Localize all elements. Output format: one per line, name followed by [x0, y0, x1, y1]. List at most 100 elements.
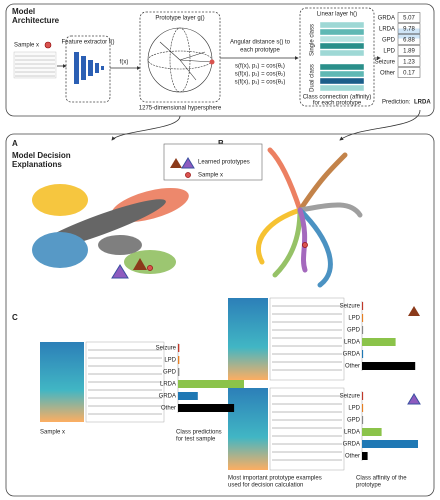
score: 6.88 [403, 38, 415, 44]
table-cell [397, 56, 421, 67]
class-name: Other [380, 71, 395, 77]
class-label: Other [161, 406, 176, 412]
table-cell [397, 34, 421, 45]
arrow [111, 115, 181, 141]
hypersphere-label: 1275-dimensional hypersphere [139, 106, 222, 112]
class-name: LRDA [379, 27, 395, 33]
feature-label: Feature extractor f() [61, 40, 114, 46]
sample-point [209, 59, 215, 65]
class-label: GRDA [343, 442, 360, 448]
table-cell [397, 45, 421, 56]
caption: Most important prototype examples [228, 476, 322, 482]
bar [362, 314, 364, 322]
weight-grid [319, 21, 365, 92]
bar [362, 440, 418, 448]
fx-label: f(x) [120, 60, 129, 66]
class-label: LRDA [344, 430, 360, 436]
hypersphere [147, 27, 213, 93]
angular-label: each prototype [240, 48, 280, 54]
bar [362, 338, 396, 346]
sample-spectrogram [40, 341, 165, 423]
bar [362, 428, 382, 436]
class-label: Seizure [340, 304, 361, 310]
sample-eeg [13, 51, 57, 79]
affinity-charts: Seizure LPD GPD LRDA GRDA Other Seizure LPD GPD L… [156, 301, 418, 461]
embedding-a [32, 184, 189, 274]
class-label: GPD [347, 328, 361, 334]
bar [178, 356, 180, 364]
equation: s(f(x), p₂) = cos(θ₂) [235, 72, 286, 78]
prototype-marker [407, 393, 421, 405]
class-label: LRDA [160, 382, 176, 388]
bar [362, 416, 364, 424]
bar [178, 404, 235, 412]
legend-triangle [170, 158, 182, 168]
equation: s(f(x), p₁) = cos(θ₁) [235, 64, 285, 70]
caption: Class affinity of the [356, 476, 407, 482]
affinity-label: Class connection (affinity) [303, 95, 372, 101]
class-label: GPD [347, 418, 361, 424]
cnn-icon [74, 52, 104, 84]
class-label: LPD [348, 406, 360, 412]
caption: prototype [356, 483, 382, 489]
class-name: GPD [382, 38, 396, 44]
caption: Class predictions [176, 430, 222, 436]
class-label: GPD [163, 370, 177, 376]
bar [178, 368, 180, 376]
table-cell [397, 67, 421, 78]
class-label: Seizure [340, 394, 361, 400]
prototype-marker [133, 258, 147, 270]
class-label: GRDA [159, 394, 176, 400]
bar [362, 392, 364, 400]
class-label: Other [345, 364, 360, 370]
class-name: GRDA [378, 16, 395, 22]
dual-class: Dual class [310, 64, 316, 92]
score: 1.23 [403, 60, 415, 66]
legend-triangle [181, 157, 195, 169]
single-class: Single class [310, 24, 316, 56]
class-name: Seizure [375, 60, 396, 66]
table-cell [397, 12, 421, 23]
sample-marker [302, 242, 308, 248]
prototype-marker [408, 306, 420, 316]
arrow [339, 109, 421, 141]
score: 5.07 [403, 16, 415, 22]
affinity-label: for each prototype [313, 101, 362, 107]
bar [362, 302, 364, 310]
sample-label: Sample x [14, 43, 39, 49]
class-label: Other [345, 454, 360, 460]
legend-box [163, 143, 263, 181]
class-label: LPD [164, 358, 176, 364]
bar [362, 326, 364, 334]
title: Model Decision [12, 151, 71, 160]
panel-label: B [218, 139, 224, 148]
prototype-examples [228, 297, 345, 471]
title: Model [12, 7, 35, 16]
equation: s(f(x), p₃) = cos(θ₃) [235, 80, 286, 86]
explanation-panel [5, 133, 435, 497]
bar [362, 404, 364, 412]
sample-marker [147, 265, 153, 271]
legend-label: Learned prototypes [198, 160, 250, 166]
linear-box [299, 7, 375, 107]
sample-dot [44, 41, 52, 49]
legend-dot [185, 172, 191, 178]
score: 1.89 [403, 49, 415, 55]
bar [362, 350, 364, 358]
class-label: LPD [348, 316, 360, 322]
prediction-label: Prediction: [382, 100, 411, 106]
caption: for test sample [176, 437, 216, 443]
linear-label: Linear layer h() [317, 12, 357, 18]
architecture-panel [5, 3, 435, 117]
class-name: LPD [383, 49, 395, 55]
bar [178, 380, 244, 388]
score-table: GRDA 5.07 LRDA 9.78 GPD 6.88 LPD 1.89 Seizure 1.2… [375, 12, 421, 78]
score: 0.17 [403, 71, 415, 77]
score: 9.78 [403, 27, 415, 33]
bar [178, 344, 180, 352]
embedding-b [255, 147, 363, 288]
class-label: GRDA [343, 352, 360, 358]
class-label: LRDA [344, 340, 360, 346]
prototype-marker [111, 264, 129, 279]
